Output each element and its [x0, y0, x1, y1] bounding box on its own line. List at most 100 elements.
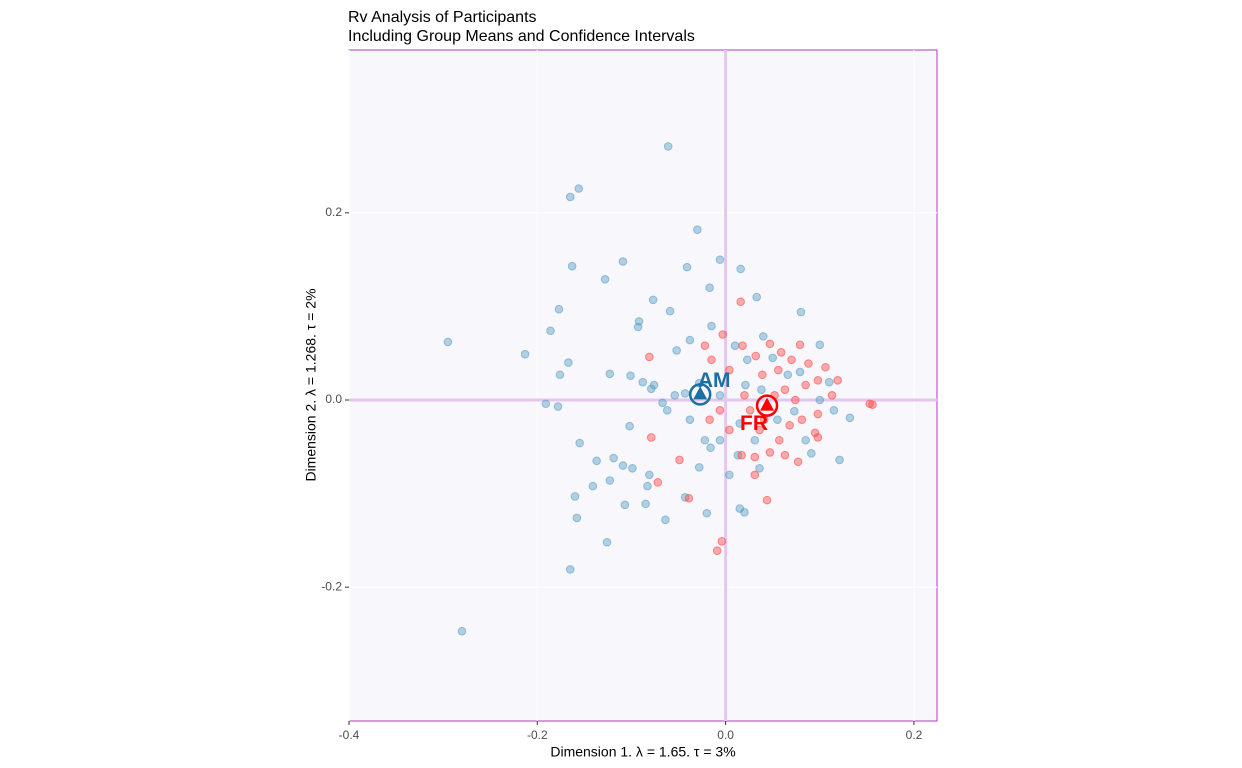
- point: [725, 365, 734, 375]
- point: [575, 438, 584, 448]
- point: [736, 297, 745, 307]
- point: [813, 376, 823, 385]
- point: [715, 405, 725, 415]
- plot-panel: [348, 49, 938, 722]
- point: [815, 340, 825, 350]
- point: [829, 405, 839, 415]
- x-tick-label: -0.2: [527, 728, 548, 742]
- point: [661, 515, 670, 525]
- point: [773, 415, 782, 424]
- point: [835, 455, 844, 465]
- point: [807, 449, 816, 458]
- point: [765, 339, 775, 349]
- point: [565, 565, 575, 574]
- mean-marker: [693, 386, 708, 400]
- point: [443, 337, 453, 347]
- point: [638, 377, 648, 387]
- point: [801, 435, 810, 445]
- y-tick-label: 0.0: [325, 392, 342, 406]
- point: [707, 321, 716, 331]
- point: [705, 283, 714, 293]
- point: [645, 352, 654, 362]
- point: [541, 399, 551, 409]
- point: [706, 443, 715, 453]
- point: [663, 142, 673, 151]
- point: [670, 391, 680, 400]
- point: [570, 492, 580, 501]
- point: [783, 370, 793, 380]
- point: [602, 537, 612, 547]
- point: [740, 391, 749, 400]
- point: [618, 257, 628, 266]
- point: [645, 470, 654, 480]
- point: [662, 405, 672, 415]
- point: [755, 464, 764, 473]
- point: [546, 326, 555, 336]
- point: [718, 330, 728, 339]
- point: [801, 380, 810, 390]
- point: [672, 346, 681, 355]
- point: [680, 389, 690, 398]
- point: [725, 470, 734, 480]
- point: [520, 349, 530, 359]
- point: [758, 332, 768, 341]
- point: [736, 264, 745, 274]
- point: [457, 626, 467, 636]
- points: [443, 142, 877, 636]
- point: [750, 435, 760, 445]
- point: [815, 395, 825, 405]
- point: [600, 274, 610, 284]
- point: [564, 358, 573, 367]
- point: [625, 421, 634, 431]
- x-tick-label: 0.2: [906, 728, 923, 742]
- point: [620, 500, 630, 510]
- point: [658, 398, 667, 408]
- x-tick-label: 0.0: [717, 728, 734, 742]
- point: [827, 391, 837, 400]
- point: [752, 292, 761, 302]
- point: [715, 391, 725, 400]
- point: [705, 415, 714, 424]
- point: [694, 463, 704, 472]
- point: [618, 461, 628, 470]
- mean-marker: [760, 397, 775, 411]
- point: [643, 481, 652, 491]
- y-tick-label: 0.2: [325, 205, 342, 219]
- point: [765, 448, 775, 457]
- point: [738, 341, 747, 351]
- point: [715, 255, 725, 264]
- point: [665, 306, 675, 316]
- x-axis-title: Dimension 1. λ = 1.65. τ = 3%: [550, 744, 735, 760]
- point: [565, 192, 575, 202]
- point: [813, 433, 823, 442]
- point: [641, 499, 650, 509]
- point: [796, 307, 806, 317]
- point: [737, 450, 746, 460]
- point: [824, 377, 834, 387]
- point: [700, 341, 710, 351]
- point: [740, 508, 749, 517]
- point: [572, 513, 582, 523]
- point: [742, 355, 752, 365]
- point: [574, 184, 584, 193]
- point: [554, 304, 564, 314]
- point: [795, 367, 805, 377]
- point: [741, 380, 750, 390]
- point: [787, 355, 796, 365]
- point: [804, 359, 813, 368]
- point: [684, 493, 694, 503]
- point: [795, 340, 805, 350]
- point: [757, 385, 766, 395]
- point: [605, 369, 615, 379]
- point: [717, 537, 727, 546]
- confidence-ellipse: [688, 383, 712, 406]
- point: [588, 481, 598, 491]
- point: [648, 295, 658, 305]
- point: [750, 470, 760, 480]
- point: [797, 415, 807, 424]
- point: [609, 453, 618, 463]
- point: [813, 409, 823, 419]
- point: [553, 402, 563, 411]
- point: [555, 370, 565, 380]
